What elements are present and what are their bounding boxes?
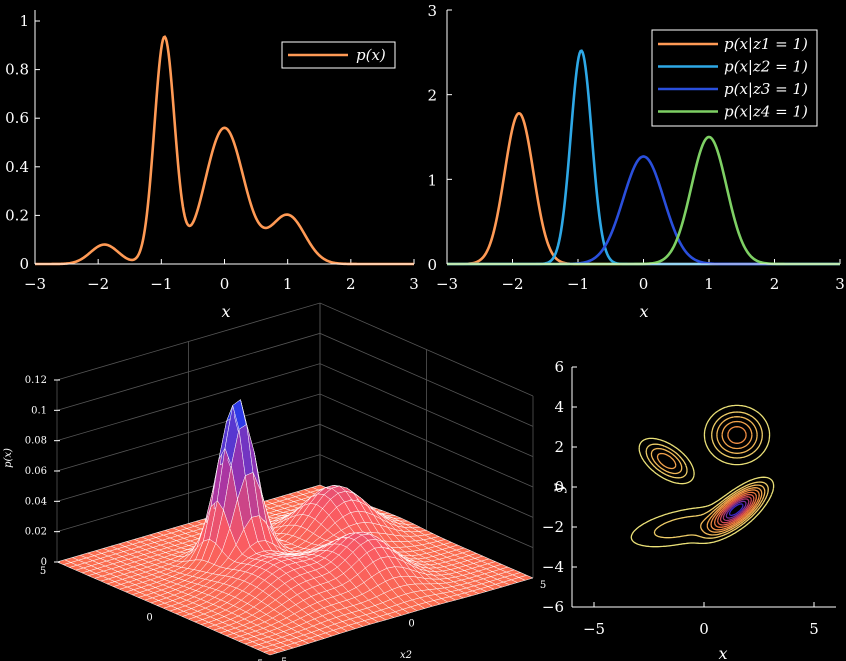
p4-contour-level: [630, 404, 775, 548]
p4-ticks: −5 0 5 6 4 2 0 −2 −4 −6: [542, 358, 819, 638]
p4-contour-level: [725, 500, 747, 519]
p4-ytick-label: −6: [542, 598, 564, 616]
p2-xtick-label: 0: [639, 275, 649, 293]
p3-x2label: x2: [400, 650, 412, 661]
p4-ytick-label: 0: [554, 478, 564, 496]
p3-ztick-label: 0.02: [25, 527, 47, 538]
p2-legend-label: p(x|z4 = 1): [724, 103, 808, 121]
p3-ztick-label: 0.1: [31, 405, 47, 416]
p3-x2tick-label: 0: [408, 619, 414, 630]
p2-xtick-label: −1: [567, 275, 589, 293]
p3-x1tick-label: −5: [249, 659, 264, 661]
p3-mesh: [56, 398, 534, 656]
p3-x1tick-label: 0: [146, 613, 152, 624]
p2-xtick-label: 3: [835, 275, 845, 293]
p1-xtick-label: 1: [283, 275, 293, 293]
p4-contours: [630, 404, 775, 548]
p4-ytick-label: 2: [554, 438, 564, 456]
p3-ztick-label: 0.12: [25, 375, 47, 386]
p2-ytick-label: 1: [427, 171, 437, 189]
chart-mixture: −3 −2 −1 0 1 2 3 0 0.2 0.4 0.6 0.8 1 x p(x): [5, 10, 419, 321]
p3-grid-line: [56, 332, 534, 427]
p1-xtick-label: 0: [220, 275, 230, 293]
p3-x2tick-label: −5: [273, 657, 288, 661]
p3-ztick-label: 0.04: [25, 496, 47, 507]
p1-legend: p(x): [281, 41, 396, 69]
p4-contour-level: [719, 496, 752, 524]
p1-series-px: [35, 35, 414, 266]
p3-ztick-label: 0.06: [25, 466, 47, 477]
p4-ylabel: y: [548, 483, 567, 494]
p2-legend: p(x|z1 = 1) p(x|z2 = 1) p(x|z3 = 1) p(x|z4 …: [651, 29, 818, 127]
p4-ytick-label: −4: [542, 558, 564, 576]
p4-contour-level: [710, 426, 760, 531]
p1-xtick-label: −1: [150, 275, 172, 293]
p2-xtick-label: −3: [436, 275, 458, 293]
p3-zlabel: p(x): [3, 448, 14, 468]
p3-ztick-label: 0: [41, 557, 47, 568]
p4-ytick-label: 6: [554, 358, 564, 376]
p1-xtick-label: −3: [24, 275, 46, 293]
p4-contour-level: [656, 420, 763, 533]
p2-xlabel: x: [639, 302, 648, 321]
p1-legend-label: p(x): [356, 46, 386, 64]
p4-ytick-label: −2: [542, 518, 564, 536]
p2-legend-label: p(x|z2 = 1): [724, 58, 808, 76]
p1-ticks: −3 −2 −1 0 1 2 3 0 0.2 0.4 0.6 0.8 1: [5, 12, 419, 293]
p4-contour-level: [645, 411, 769, 539]
p2-xtick-label: 1: [704, 275, 714, 293]
p2-series-line: [447, 111, 840, 266]
p3-grid-line: [56, 363, 534, 458]
p4-contour-level: [717, 493, 755, 526]
p2-legend-label: p(x|z1 = 1): [724, 35, 808, 53]
p1-xlabel: x: [221, 302, 230, 321]
p4-xtick-label: 5: [809, 620, 819, 638]
p2-ytick-label: 3: [427, 2, 437, 20]
p2-ytick-label: 0: [427, 256, 437, 274]
p1-xtick-label: 3: [409, 275, 419, 293]
p3-ztick-label: 0.08: [25, 436, 47, 447]
p1-ytick-label: 0.6: [5, 109, 29, 127]
p1-xtick-label: −2: [87, 275, 109, 293]
p1-ytick-label: 0.8: [5, 61, 29, 79]
p1-ytick-label: 0: [19, 255, 29, 273]
p2-ticks: −3 −2 −1 0 1 2 3 0 1 2 3: [427, 2, 844, 293]
p3-grid-line: [56, 302, 534, 397]
p3-x1tick-label: 5: [40, 566, 46, 577]
p4-contour-level: [650, 416, 766, 536]
p1-ytick-label: 0.2: [5, 206, 29, 224]
p4-xlabel: x: [718, 644, 727, 661]
p2-legend-items: p(x|z1 = 1) p(x|z2 = 1) p(x|z3 = 1) p(x|z4 …: [658, 35, 808, 121]
p1-xtick-label: 2: [346, 275, 356, 293]
p2-legend-label: p(x|z3 = 1): [724, 80, 808, 98]
p2-xtick-label: −2: [501, 275, 523, 293]
p4-xtick-label: 0: [699, 620, 709, 638]
p4-contour-level: [722, 498, 750, 522]
p1-ytick-label: 0.4: [5, 158, 29, 176]
chart-contour: −5 0 5 6 4 2 0 −2 −4 −6 x y: [542, 358, 836, 661]
p4-contour-level: [728, 503, 744, 517]
p2-ytick-label: 2: [427, 87, 437, 105]
p4-contour-level: [714, 491, 757, 528]
p3-x2tick-label: 5: [540, 580, 546, 591]
p2-legend-box: [651, 29, 818, 127]
p4-xtick-label: −5: [583, 620, 605, 638]
p3-mesh-cell: [518, 575, 534, 581]
p1-ytick-label: 1: [19, 12, 29, 30]
p3-grid-line: [56, 393, 534, 488]
p2-xtick-label: 2: [770, 275, 780, 293]
p4-ytick-label: 4: [554, 398, 564, 416]
